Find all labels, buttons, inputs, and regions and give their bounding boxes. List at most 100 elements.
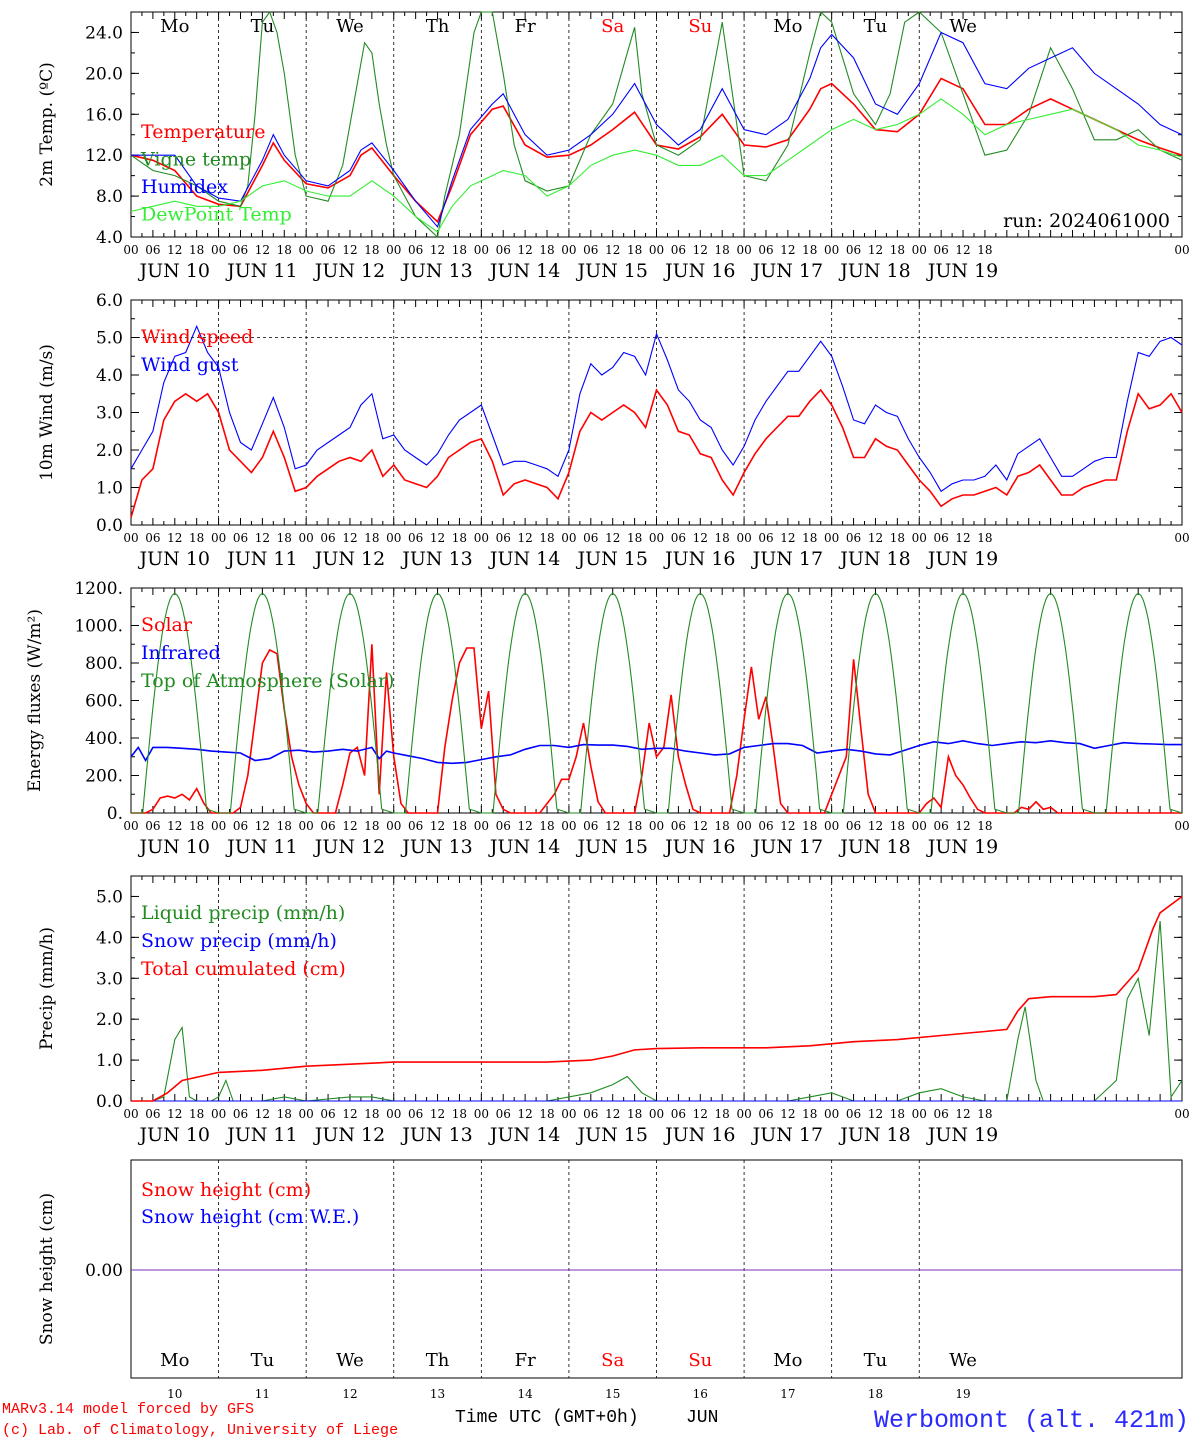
series-line: [130, 98, 1183, 233]
hour-tick-label: 12: [780, 819, 795, 833]
y-tick-label: 20.0: [85, 64, 123, 84]
hour-tick-label: 06: [671, 819, 686, 833]
date-label: JUN 16: [663, 260, 735, 282]
hour-tick-label: 12: [255, 531, 270, 545]
date-label: JUN 13: [400, 1124, 472, 1146]
hour-tick-label: 18: [364, 243, 379, 257]
date-label: JUN 13: [400, 836, 472, 858]
hour-tick-label: 18: [627, 819, 642, 833]
hour-tick-label: 12: [955, 1107, 970, 1121]
day-number-label: 10: [167, 1387, 182, 1401]
hour-tick-label: 12: [167, 819, 182, 833]
y-tick-label: 8.0: [96, 187, 123, 207]
date-label: JUN 10: [138, 836, 210, 858]
weekday-label: Tu: [251, 1350, 275, 1371]
day-separators: [218, 876, 920, 1101]
hour-tick-label: 18: [189, 531, 204, 545]
hour-tick-label: 06: [671, 531, 686, 545]
date-label: JUN 18: [838, 548, 910, 570]
y-tick-label: 1.0: [96, 479, 123, 499]
hour-tick-label: 12: [693, 531, 708, 545]
hour-tick-label: 06: [758, 819, 773, 833]
weekday-label: Tu: [251, 16, 275, 37]
hour-tick-label: 00: [736, 1107, 751, 1121]
hour-tick-label: 18: [977, 1107, 992, 1121]
hour-tick-label: 06: [233, 243, 248, 257]
hour-tick-label: 12: [255, 243, 270, 257]
weekday-label: Fr: [515, 1350, 536, 1371]
hour-tick-label: 18: [890, 243, 905, 257]
y-tick-label: 0.0: [96, 516, 123, 536]
hour-tick-label: 18: [802, 1107, 817, 1121]
hour-tick-label: 06: [934, 1107, 949, 1121]
hour-tick-label: 06: [671, 243, 686, 257]
panel-snow: 0.00 Snow height (cm) Snow height (cm) Snow…: [37, 1159, 1183, 1379]
hour-tick-label: 18: [452, 1107, 467, 1121]
date-label: JUN 11: [225, 548, 297, 570]
hour-tick-label: 00: [912, 531, 927, 545]
weekday-label: Fr: [515, 16, 536, 37]
hour-tick-label: 18: [539, 819, 554, 833]
date-label: JUN 19: [926, 1124, 998, 1146]
hour-tick-label: 00: [211, 531, 226, 545]
hour-tick-label: 12: [255, 819, 270, 833]
legend-entry: Total cumulated (cm): [141, 958, 346, 980]
weekday-label: Th: [426, 16, 450, 37]
series: [131, 895, 1183, 1102]
hour-tick-label: 06: [934, 819, 949, 833]
hour-tick-label: 12: [780, 531, 795, 545]
date-label: JUN 16: [663, 836, 735, 858]
date-label: JUN 12: [313, 836, 385, 858]
hour-tick-label: 12: [342, 819, 357, 833]
hour-tick-label: 00: [474, 1107, 489, 1121]
y-tick-label: 4.0: [96, 928, 123, 948]
legend-entry: Wind speed: [141, 326, 253, 348]
date-label: JUN 15: [575, 836, 647, 858]
date-label: JUN 17: [751, 836, 823, 858]
hour-tick-label: 12: [342, 1107, 357, 1121]
legend-entry: Solar: [141, 614, 193, 636]
hour-tick-label: 06: [583, 1107, 598, 1121]
hour-tick-label: 12: [255, 1107, 270, 1121]
legend-entry: Infrared: [141, 642, 221, 664]
hour-tick-label: 12: [342, 531, 357, 545]
hour-tick-label: 00: [123, 819, 138, 833]
hour-tick-label: 18: [189, 1107, 204, 1121]
hour-tick-label: 06: [408, 1107, 423, 1121]
day-number-label: 14: [517, 1387, 533, 1401]
hour-tick-label: 18: [452, 819, 467, 833]
weekday-label: Tu: [864, 16, 888, 37]
hour-tick-label: 06: [846, 819, 861, 833]
hour-tick-label: 12: [430, 819, 445, 833]
hour-tick-label: 00: [386, 1107, 401, 1121]
hour-tick-label: 18: [890, 819, 905, 833]
model-credit: MARv3.14 model forced by GFS: [2, 1401, 254, 1418]
series-line: [131, 644, 1182, 814]
day-number-label: 17: [780, 1387, 795, 1401]
hour-tick-label: 12: [780, 243, 795, 257]
hour-tick-label: 00: [561, 819, 576, 833]
y-tick-label: 1.0: [96, 1051, 123, 1071]
y-ticks: 0.0 1.0 2.0 3.0 4.0 5.0 6.0: [96, 291, 1182, 536]
hour-tick-label: 00: [299, 243, 314, 257]
y-axis-title: Precip (mm/h): [37, 927, 57, 1050]
day-separators: [218, 1160, 920, 1378]
hour-tick-label: 18: [364, 819, 379, 833]
y-tick-label: 3.0: [96, 404, 123, 424]
date-label: JUN 12: [313, 1124, 385, 1146]
series: [130, 10, 1183, 239]
hour-tick-label: 18: [452, 531, 467, 545]
date-label: JUN 18: [838, 1124, 910, 1146]
hour-tick-label: 12: [955, 531, 970, 545]
hour-tick-label: 00: [299, 531, 314, 545]
day-number-label: 16: [693, 1387, 708, 1401]
hour-tick-label: 06: [496, 819, 511, 833]
day-number-label: 12: [342, 1387, 357, 1401]
time-axis-title: Time UTC (GMT+0h): [455, 1408, 639, 1428]
